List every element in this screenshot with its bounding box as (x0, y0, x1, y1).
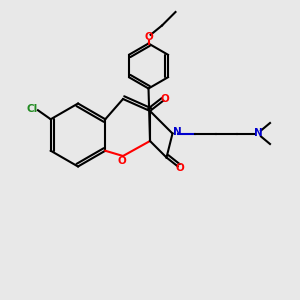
Text: O: O (117, 155, 126, 166)
Text: O: O (145, 32, 154, 42)
Text: Cl: Cl (27, 104, 38, 114)
Text: N: N (254, 128, 262, 139)
Text: O: O (176, 163, 184, 173)
Text: O: O (160, 94, 169, 104)
Text: N: N (172, 127, 182, 137)
